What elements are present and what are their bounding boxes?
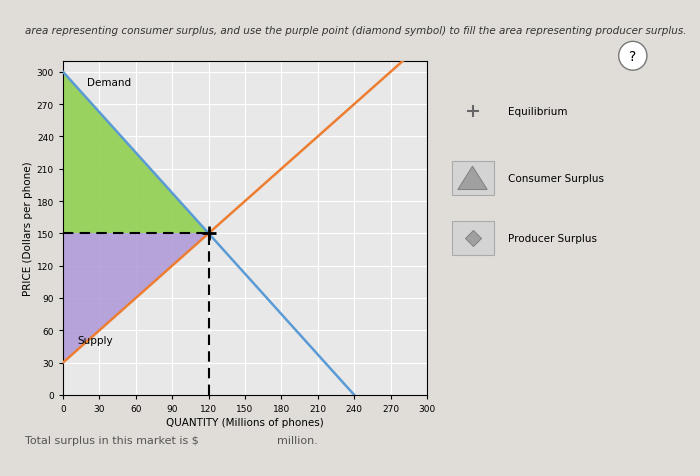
Polygon shape bbox=[63, 234, 209, 363]
Text: million.: million. bbox=[276, 436, 317, 445]
Polygon shape bbox=[458, 167, 487, 190]
Y-axis label: PRICE (Dollars per phone): PRICE (Dollars per phone) bbox=[22, 161, 33, 296]
Text: ?: ? bbox=[629, 50, 636, 64]
Text: Producer Surplus: Producer Surplus bbox=[508, 234, 597, 243]
Circle shape bbox=[619, 42, 647, 71]
X-axis label: QUANTITY (Millions of phones): QUANTITY (Millions of phones) bbox=[166, 417, 324, 427]
FancyBboxPatch shape bbox=[452, 162, 493, 195]
Polygon shape bbox=[63, 73, 209, 234]
Text: Demand: Demand bbox=[88, 78, 132, 88]
FancyBboxPatch shape bbox=[452, 222, 493, 255]
Text: Consumer Surplus: Consumer Surplus bbox=[508, 174, 604, 183]
Text: area representing consumer surplus, and use the purple point (diamond symbol) to: area representing consumer surplus, and … bbox=[25, 26, 686, 36]
Text: Equilibrium: Equilibrium bbox=[508, 107, 568, 117]
Text: Supply: Supply bbox=[78, 336, 113, 346]
Text: Total surplus in this market is $: Total surplus in this market is $ bbox=[25, 436, 198, 445]
